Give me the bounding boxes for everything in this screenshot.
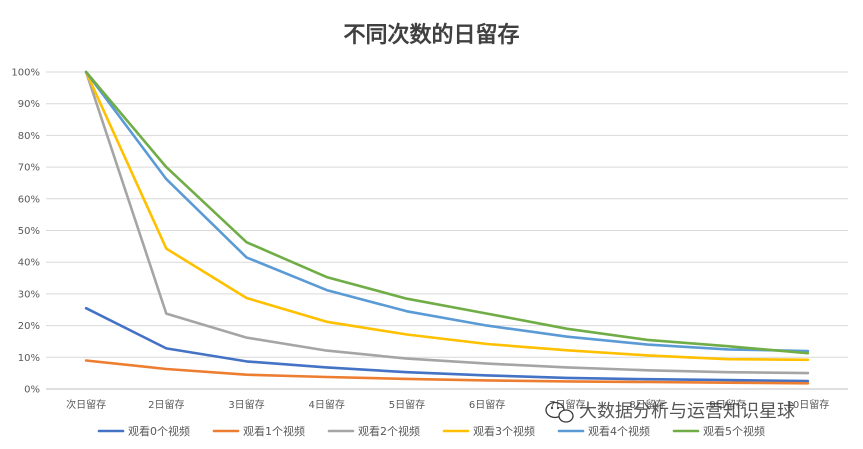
x-tick-label: 2日留存 <box>148 398 184 411</box>
gridlines <box>46 71 848 390</box>
y-tick-label: 70% <box>18 163 40 174</box>
legend-item: 观看4个视频 <box>557 424 650 438</box>
watermark: 大数据分析与运营知识星球 <box>545 401 795 423</box>
y-tick-label: 100% <box>11 68 40 79</box>
x-axis-ticks: 次日留存 2日留存 3日留存 4日留存 5日留存 6日留存 7日留存 8日留存 9日留存 10日留… <box>66 398 829 411</box>
y-tick-label: 30% <box>18 289 40 300</box>
x-tick-label: 6日留存 <box>469 398 505 411</box>
x-tick-label: 10日留存 <box>787 398 830 411</box>
legend-label: 观看4个视频 <box>588 424 650 438</box>
series-line-0 <box>84 306 810 383</box>
legend-label: 观看2个视频 <box>358 424 420 438</box>
series-line-1 <box>84 359 810 385</box>
legend-label: 观看0个视频 <box>128 424 190 438</box>
legend-label: 观看5个视频 <box>703 424 765 438</box>
x-tick-label: 9日留存 <box>710 398 746 411</box>
y-tick-label: 0% <box>24 385 40 396</box>
y-tick-label: 40% <box>18 258 40 269</box>
x-tick-label: 5日留存 <box>389 398 425 411</box>
series-line-4 <box>84 70 810 353</box>
y-tick-label: 10% <box>18 353 40 364</box>
y-tick-label: 60% <box>18 194 40 205</box>
x-tick-label: 次日留存 <box>66 398 106 411</box>
x-tick-label: 4日留存 <box>309 398 345 411</box>
legend-item: 观看3个视频 <box>442 424 535 438</box>
legend-label: 观看3个视频 <box>473 424 535 438</box>
y-tick-label: 90% <box>18 99 40 110</box>
y-axis-ticks: 0% 10% 20% 30% 40% 50% 60% 70% 80% 90% 100% <box>11 68 40 396</box>
watermark-text: 大数据分析与运营知识星球 <box>579 401 795 422</box>
y-tick-label: 80% <box>18 131 40 142</box>
wechat-icon <box>545 401 574 423</box>
series-line-3 <box>84 70 810 362</box>
series-lines <box>84 70 810 385</box>
x-tick-label: 3日留存 <box>228 398 264 411</box>
legend: 观看0个视频 观看1个视频 观看2个视频 观看3个视频 观看4个视频 观看5个视频 <box>97 424 765 438</box>
chart-title: 不同次数的日留存 <box>343 22 519 48</box>
series-line-2 <box>84 70 810 375</box>
legend-item: 观看1个视频 <box>212 424 305 438</box>
legend-label: 观看1个视频 <box>243 424 305 438</box>
legend-item: 观看5个视频 <box>672 424 765 438</box>
legend-item: 观看2个视频 <box>327 424 420 438</box>
series-line-5 <box>84 70 810 355</box>
x-tick-label: 8日留存 <box>629 398 665 411</box>
legend-item: 观看0个视频 <box>97 424 190 438</box>
y-tick-label: 20% <box>18 321 40 332</box>
y-tick-label: 50% <box>18 226 40 237</box>
